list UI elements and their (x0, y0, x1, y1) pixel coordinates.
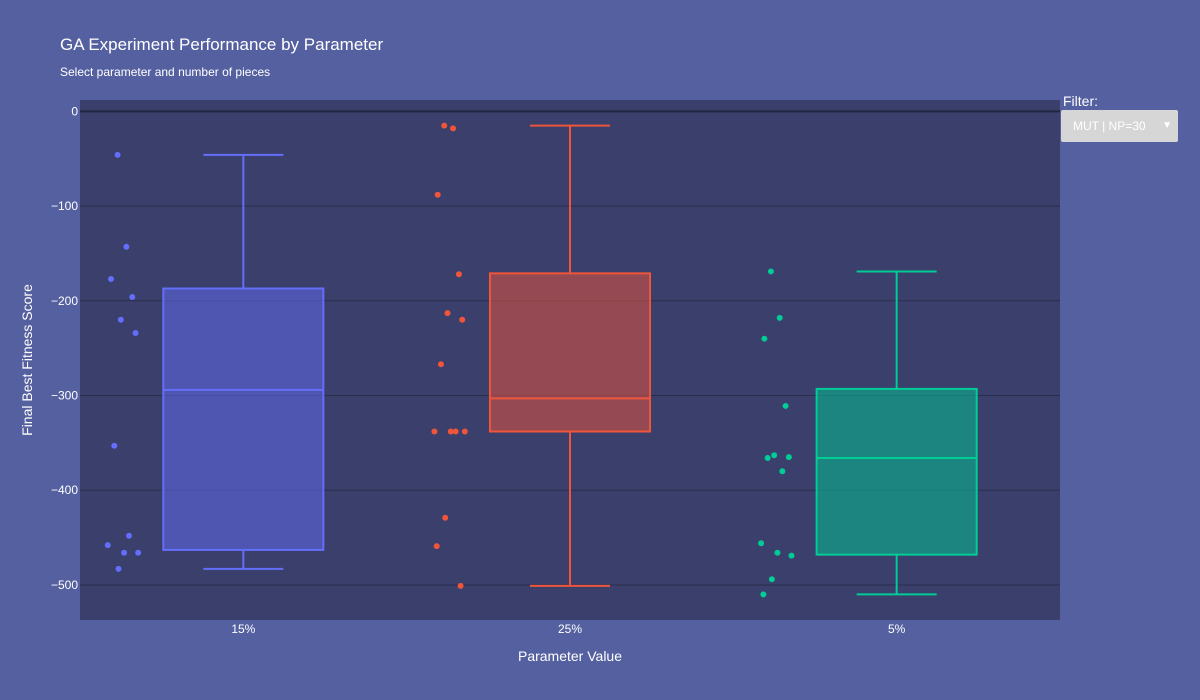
box-group (758, 268, 978, 598)
y-tick-label: 0 (71, 104, 78, 118)
data-point (788, 552, 795, 559)
filter-label: Filter: (1063, 93, 1098, 109)
data-point (447, 428, 454, 435)
data-point (135, 549, 142, 556)
filter-dropdown[interactable]: MUT | NP=30 ▼ (1061, 110, 1178, 142)
box-series (104, 122, 978, 598)
x-tick-label: 15% (231, 622, 255, 636)
y-axis-label: Final Best Fitness Score (19, 284, 35, 436)
data-point (114, 151, 121, 158)
data-point (461, 428, 468, 435)
chevron-down-icon: ▼ (1162, 120, 1172, 131)
data-point (132, 330, 139, 337)
data-point (452, 428, 459, 435)
box-group (104, 151, 325, 572)
data-point (437, 361, 444, 368)
chart-subtitle: Select parameter and number of pieces (60, 65, 270, 79)
x-axis-label: Parameter Value (518, 648, 622, 664)
data-point (117, 316, 124, 323)
data-point (433, 543, 440, 550)
data-point (764, 455, 771, 462)
data-point (455, 271, 462, 278)
data-point (758, 540, 765, 547)
y-tick-label: −300 (51, 389, 78, 403)
data-point (767, 268, 774, 275)
data-point (111, 442, 118, 449)
data-point (441, 122, 448, 129)
data-point (771, 452, 778, 459)
data-point (442, 514, 449, 521)
data-point (457, 582, 464, 589)
box-iqr (162, 287, 325, 551)
x-tick-label: 25% (558, 622, 582, 636)
data-point (776, 314, 783, 321)
data-point (761, 335, 768, 342)
data-point (785, 454, 792, 461)
box-iqr (488, 272, 652, 433)
data-point (115, 565, 122, 572)
data-point (434, 191, 441, 198)
data-point (108, 276, 115, 283)
data-point (129, 294, 136, 301)
box-group (431, 122, 652, 589)
data-point (121, 549, 128, 556)
data-point (779, 468, 786, 475)
data-point (768, 576, 775, 583)
x-axis-ticks: 15% 25% 5% (231, 622, 905, 636)
data-point (782, 402, 789, 409)
chart-title: GA Experiment Performance by Parameter (60, 35, 383, 54)
data-point (123, 243, 130, 250)
data-point (126, 532, 132, 539)
x-tick-label: 5% (888, 622, 906, 636)
data-point (760, 591, 767, 598)
data-point (444, 310, 451, 317)
y-tick-label: −500 (51, 578, 78, 592)
data-point (431, 428, 438, 435)
box-iqr (815, 387, 978, 556)
y-tick-label: −400 (51, 483, 78, 497)
y-tick-label: −200 (51, 294, 78, 308)
data-point (450, 125, 457, 132)
y-tick-label: −100 (51, 199, 78, 213)
y-axis-ticks: 0 −100 −200 −300 −400 −500 (51, 104, 78, 592)
data-point (774, 549, 781, 556)
data-point (104, 542, 111, 549)
data-point (459, 316, 466, 323)
filter-selected-value: MUT | NP=30 (1073, 119, 1146, 133)
